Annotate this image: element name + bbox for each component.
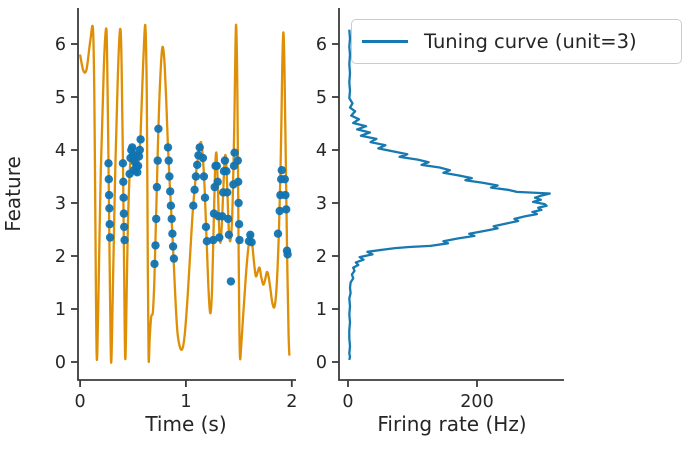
svg-text:4: 4 [55, 141, 66, 161]
left-y-axis-label: Feature [1, 156, 25, 232]
right-x-axis-label: Firing rate (Hz) [377, 412, 527, 436]
legend: Tuning curve (unit=3) [351, 19, 682, 64]
svg-text:200: 200 [460, 392, 493, 412]
svg-text:0: 0 [316, 353, 327, 373]
left-plot-spines [77, 8, 296, 381]
svg-text:1: 1 [55, 300, 66, 320]
left-plot: 0 1 2 3 4 5 6 0 1 2 [55, 8, 298, 412]
spike-event-dots [104, 124, 292, 286]
svg-text:3: 3 [55, 194, 66, 214]
svg-text:6: 6 [55, 35, 66, 55]
left-x-axis-label: Time (s) [145, 412, 227, 436]
legend-label: Tuning curve (unit=3) [424, 30, 637, 53]
left-plot-ticks: 0 1 2 3 4 5 6 0 1 2 [55, 35, 298, 412]
svg-text:5: 5 [55, 88, 66, 108]
svg-text:0: 0 [55, 353, 66, 373]
stimulus-signal-line [78, 23, 291, 364]
svg-text:0: 0 [75, 392, 86, 412]
svg-text:1: 1 [180, 392, 191, 412]
legend-line-sample-icon [362, 40, 408, 43]
svg-text:2: 2 [316, 247, 327, 267]
svg-text:0: 0 [342, 392, 353, 412]
svg-text:4: 4 [316, 141, 327, 161]
svg-text:2: 2 [286, 392, 297, 412]
svg-text:1: 1 [316, 300, 327, 320]
tuning-curve-line [348, 29, 551, 361]
svg-text:6: 6 [316, 35, 327, 55]
right-plot: 0 1 2 3 4 5 6 0 200 [316, 8, 564, 412]
svg-text:2: 2 [55, 247, 66, 267]
svg-text:3: 3 [316, 194, 327, 214]
svg-text:5: 5 [316, 88, 327, 108]
right-plot-ticks: 0 1 2 3 4 5 6 0 200 [316, 35, 494, 412]
right-plot-spines [338, 8, 564, 381]
